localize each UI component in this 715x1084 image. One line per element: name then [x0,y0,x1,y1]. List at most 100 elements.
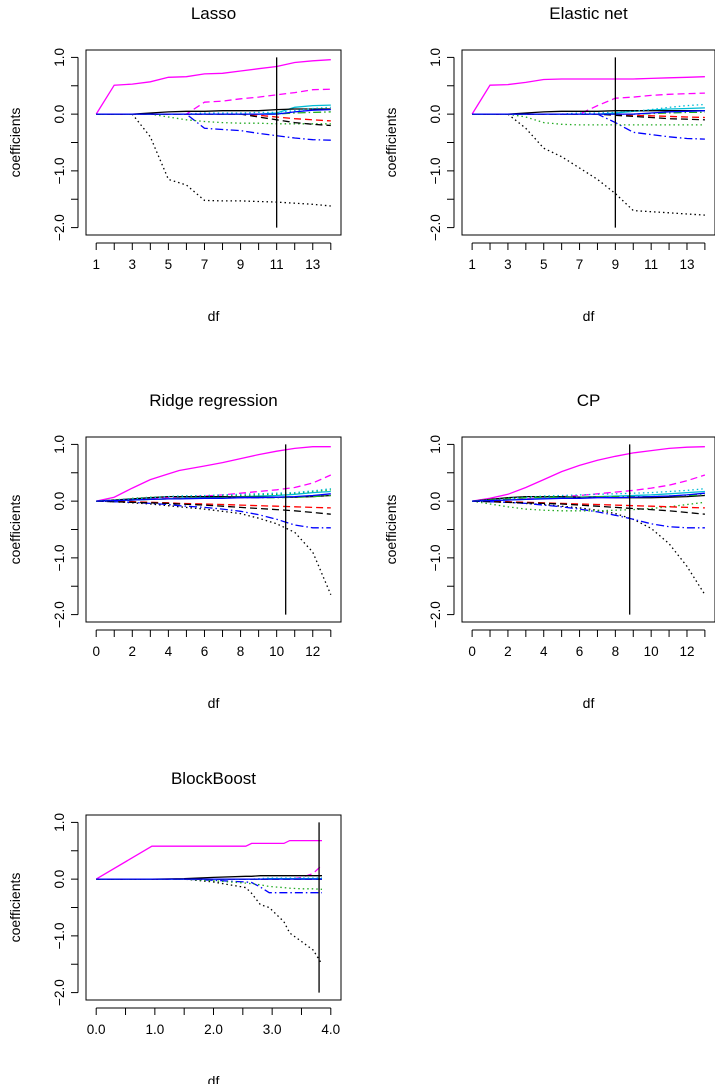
plot-frame [461,436,715,623]
x-tick-label: 13 [679,257,694,272]
x-tick-label: 0 [92,644,100,659]
x-tick-label: 12 [305,644,320,659]
series-line-6 [472,494,705,502]
x-tick-label: 10 [644,644,659,659]
series-line-9 [472,113,705,121]
plot-frame [85,814,342,1001]
y-tick-label: −2.0 [428,214,443,241]
y-tick-label: 1.0 [52,813,67,832]
x-tick-label: 3 [129,257,137,272]
series-line-4 [472,113,705,140]
series-line-3 [96,878,323,965]
chart-panel-4: 0 2 4 6 8 10 12 −2.0 −1.0 0.0 1.0 CP df coefficients [383,391,715,711]
series-line-1 [96,446,331,502]
x-tick-label: 11 [644,257,658,272]
chart-title: Ridge regression [149,391,278,410]
y-axis-label: coefficients [7,495,23,565]
series-line-10 [472,103,705,115]
x-tick-label: 9 [237,257,245,272]
x-tick-label: 2 [504,644,512,659]
series-line-3 [96,500,332,595]
y-tick-label: −2.0 [52,979,67,1006]
x-tick-label: 6 [576,644,584,659]
series-line-3 [472,500,706,596]
x-axis-label: df [583,308,595,324]
x-axis-label: df [208,695,220,711]
x-axis-label: df [583,695,595,711]
x-tick-label: 11 [270,257,284,272]
x-tick-label: 9 [612,257,620,272]
y-tick-label: −1.0 [428,158,443,185]
y-tick-label: −2.0 [52,601,67,628]
x-tick-label: 7 [201,257,209,272]
series-line-1 [471,76,705,115]
x-tick-label: 5 [540,257,548,272]
chart-panel-5: 0.0 1.0 2.0 3.0 4.0 −2.0 −1.0 0.0 1.0 BlockBoost d… [7,769,342,1084]
x-tick-label: 1 [468,257,476,272]
series-line-7 [96,878,323,890]
series-line-4 [96,500,331,529]
x-tick-label: 0.0 [87,1022,106,1037]
series-line-4 [96,113,331,141]
x-tick-label: 2 [129,644,137,659]
y-tick-label: 1.0 [428,435,443,454]
chart-title: Elastic net [549,4,628,23]
series-line-3 [96,113,331,207]
chart-title: CP [577,391,601,410]
series-line-10 [96,106,331,115]
x-axis-label: df [208,308,220,324]
x-tick-label: 13 [305,257,320,272]
series-line-12 [472,110,705,115]
series-line-7 [471,500,705,512]
series-line-10 [472,488,705,502]
x-tick-label: 12 [679,644,694,659]
series-line-10 [96,488,331,502]
y-tick-label: 1.0 [52,48,67,67]
y-tick-label: 0.0 [52,492,67,511]
series-line-12 [96,493,331,502]
y-tick-label: 1.0 [52,435,67,454]
series-line-8 [96,113,331,122]
y-axis-label: coefficients [7,108,23,178]
series-line-7 [96,113,331,125]
series-line-3 [472,113,705,216]
x-tick-label: 10 [269,644,284,659]
chart-panel-3: 0 2 4 6 8 10 12 −2.0 −1.0 0.0 1.0 Ridge regression d… [7,391,342,711]
plot-frame [85,49,342,236]
x-tick-label: 7 [576,257,584,272]
series-line-4 [96,878,322,894]
series-line-9 [96,113,331,127]
x-tick-label: 5 [165,257,173,272]
y-tick-label: −1.0 [428,545,443,572]
series-line-1 [95,59,331,115]
y-tick-label: 0.0 [428,105,443,124]
y-tick-label: −1.0 [52,923,67,950]
x-axis-label: df [208,1073,220,1084]
x-tick-label: 4.0 [321,1022,340,1037]
x-tick-label: 3 [504,257,512,272]
y-axis-label: coefficients [383,495,399,565]
series-line-9 [472,500,705,515]
x-tick-label: 0 [468,644,476,659]
series-line-12 [472,492,705,502]
x-tick-label: 1 [92,257,100,272]
y-tick-label: 0.0 [52,870,67,889]
y-tick-label: −2.0 [428,601,443,628]
series-line-7 [472,113,705,126]
chart-title: BlockBoost [171,769,256,788]
x-tick-label: 8 [237,644,245,659]
plot-frame [461,49,715,236]
chart-panel-1: 1 3 5 7 9 11 13−2.0−1.00.01.0Lassodfcoefficien… [7,4,342,324]
series-line-9 [96,500,331,515]
y-tick-label: −1.0 [52,158,67,185]
x-tick-label: 2.0 [204,1022,223,1037]
y-axis-label: coefficients [383,108,399,178]
x-tick-label: 4 [165,644,173,659]
y-tick-label: −1.0 [52,545,67,572]
series-line-1 [95,839,322,880]
x-tick-label: 6 [201,644,209,659]
x-tick-label: 8 [612,644,620,659]
y-tick-label: 0.0 [52,105,67,124]
